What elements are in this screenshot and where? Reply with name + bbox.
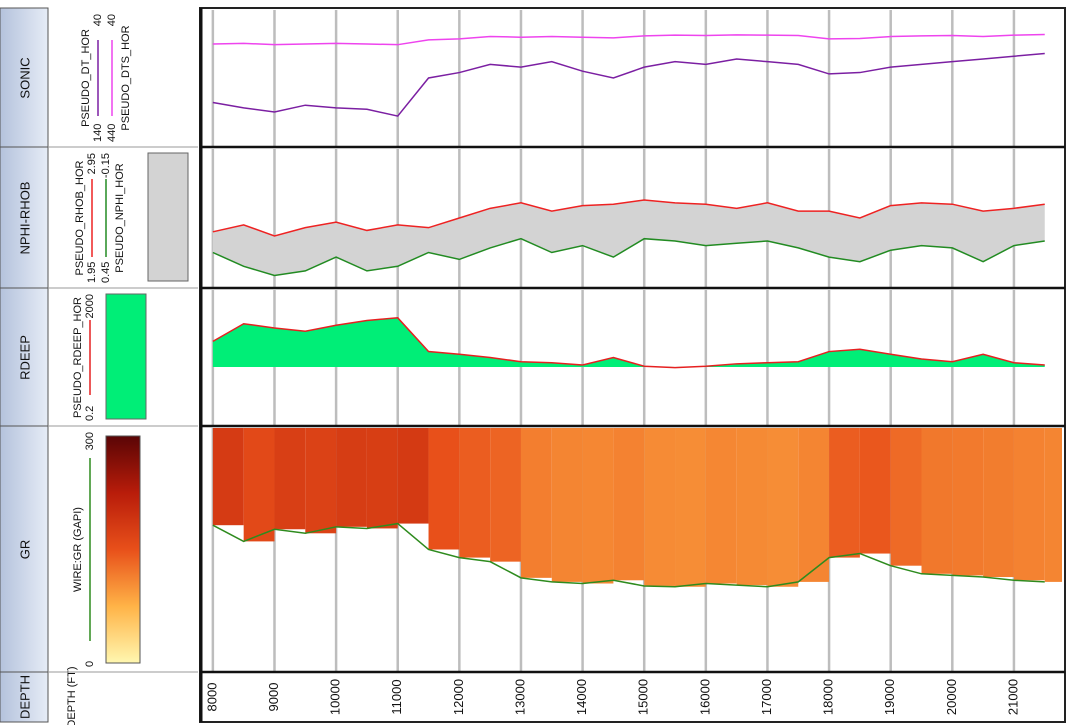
scale-min: 440 [106, 124, 118, 142]
x-tick-label: 8000 [204, 683, 219, 712]
gr-color-bar [1044, 428, 1062, 582]
gr-color-bar [921, 428, 953, 574]
legend-swatch [105, 293, 147, 420]
gr-color-bar [798, 428, 830, 582]
gr-color-bar [520, 428, 552, 578]
legend-swatch [147, 152, 189, 282]
scale-min: 0.45 [100, 262, 112, 283]
x-tick-label: 13000 [512, 679, 527, 715]
legend-curve-name: PSEUDO_RHOB_HOR [74, 160, 86, 275]
gr-color-bar [829, 428, 860, 558]
gr-color-bar [428, 428, 460, 550]
x-tick-label: 17000 [759, 679, 774, 715]
scale-min: 140 [92, 124, 104, 142]
legend-curve-name: WIRE:GR (GAPI) [72, 507, 84, 592]
gr-color-bar [675, 428, 706, 587]
track-name: NPHI-RHOB [17, 182, 32, 255]
gr-color-bar [551, 428, 583, 582]
gr-color-bar [952, 428, 984, 576]
scale-max: 40 [106, 14, 118, 26]
legend-curve-name: PSEUDO_NPHI_HOR [114, 163, 126, 272]
curve [212, 33, 1045, 46]
x-tick-label: 19000 [882, 679, 897, 715]
x-tick-label: 10000 [328, 679, 343, 715]
gr-color-bar [582, 428, 614, 584]
gr-color-bar [366, 428, 398, 529]
curve [212, 199, 1045, 237]
scale-min: 0 [84, 661, 96, 667]
legend-curve-name: PSEUDO_RDEEP_HOR [72, 297, 84, 418]
gr-color-bar [212, 428, 244, 526]
gr-color-bar [736, 428, 768, 586]
gr-color-bar [644, 428, 676, 586]
gr-color-bar [890, 428, 922, 566]
gr-color-bar [336, 428, 367, 527]
legend-colorbar [105, 435, 141, 664]
depth-header: DEPTH [17, 675, 32, 719]
x-tick-label: 20000 [944, 679, 959, 715]
gr-color-bar [859, 428, 891, 554]
scale-max: 40 [92, 14, 104, 26]
scale-max: -0.15 [100, 153, 112, 178]
x-tick-label: 11000 [389, 679, 404, 714]
gr-color-bar [459, 428, 491, 558]
scale-max: 2.95 [86, 153, 98, 174]
curve-fill [212, 317, 1045, 367]
gr-color-bar [243, 428, 275, 542]
gr-color-bar [397, 428, 429, 524]
scale-min: 0.2 [84, 406, 96, 421]
gr-color-bar [305, 428, 337, 534]
x-tick-label: 18000 [821, 679, 836, 715]
curve [212, 317, 1045, 369]
curve [212, 237, 1045, 277]
x-tick-label: 12000 [451, 679, 466, 715]
gr-color-bar [1013, 428, 1045, 581]
gr-color-bar [767, 428, 799, 587]
curve [212, 522, 1045, 588]
x-tick-label: 15000 [636, 679, 651, 715]
curve [212, 52, 1045, 117]
legend-curve-name: PSEUDO_DTS_HOR [120, 25, 132, 130]
crossover-fill [212, 200, 1045, 276]
track-name: RDEEP [17, 335, 32, 380]
x-tick-label: 21000 [1005, 679, 1020, 715]
x-tick-label: 16000 [697, 679, 712, 715]
x-tick-label: 14000 [574, 679, 589, 715]
legend-curve-name: PSEUDO_DT_HOR [80, 29, 92, 127]
x-tick-label: 9000 [266, 683, 281, 712]
gr-color-bar [983, 428, 1014, 578]
track-header-column [0, 7, 49, 723]
track-name: SONIC [17, 57, 32, 98]
x-axis-label: DEPTH (FT) [66, 666, 78, 725]
scale-max: 300 [84, 432, 96, 450]
scale-max: 2000 [84, 294, 96, 318]
track-name: GR [17, 540, 32, 560]
scale-min: 1.95 [86, 262, 98, 283]
gr-color-bar [274, 428, 306, 530]
gr-color-bar [490, 428, 521, 562]
gr-color-bar [705, 428, 737, 584]
gr-color-bar [613, 428, 645, 581]
